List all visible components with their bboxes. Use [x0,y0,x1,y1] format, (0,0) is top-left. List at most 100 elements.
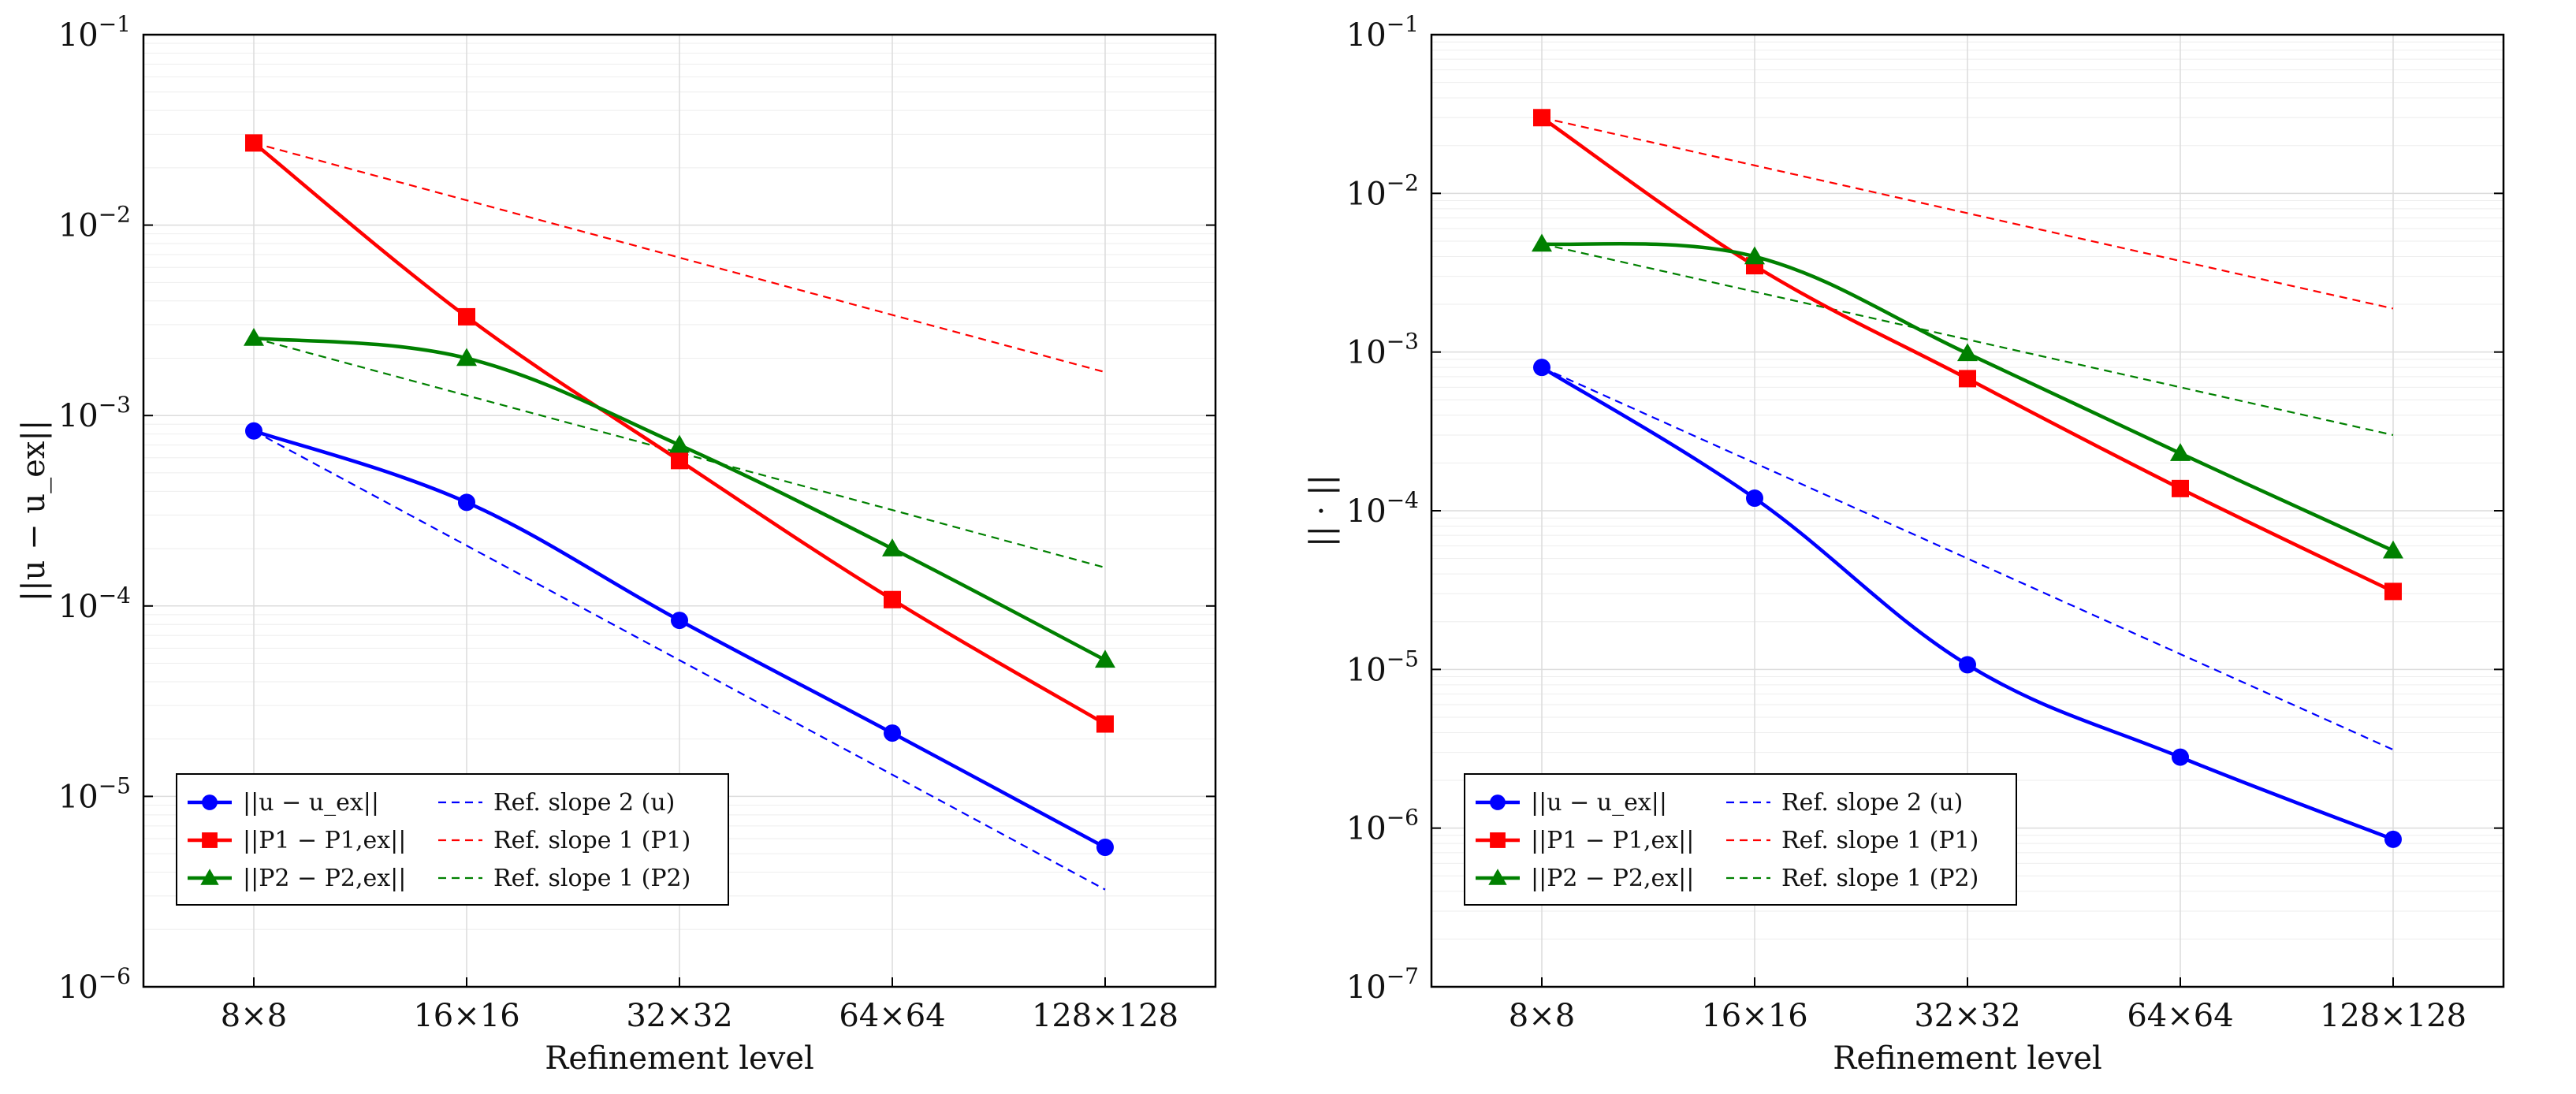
legend-label: ||P1 − P1,ex|| [1531,827,1694,854]
y-tick-label: 10−2 [1346,169,1419,212]
data-point [1490,794,1506,810]
series-1 [1533,109,2402,601]
series-3 [253,430,1106,891]
legend-label: ||P2 − P2,ex|| [243,865,406,892]
data-point [671,612,688,630]
plot-frame [142,33,1217,988]
legend: ||u − u_ex|| Ref. slope 2 (u) ||P1 − P1,ex… [1464,773,2017,906]
series-line-dashed [1541,117,2394,310]
legend-label: Ref. slope 1 (P2) [1781,865,1979,892]
series-2 [244,327,1115,668]
legend-label: ||u − u_ex|| [243,789,379,817]
data-point [245,422,262,440]
y-tick-label: 10−5 [58,772,131,815]
legend-item: Ref. slope 1 (P1) [1726,827,1979,854]
y-tick-label: 10−3 [58,392,131,434]
y-tick-label: 10−6 [1346,805,1419,847]
legend-item: Ref. slope 2 (u) [438,789,675,817]
data-point [882,538,903,556]
legend-item: ||P1 − P1,ex|| [1476,827,1694,854]
legend-label: Ref. slope 1 (P2) [493,865,691,892]
data-point [2172,748,2189,766]
legend-item: Ref. slope 1 (P1) [438,827,691,854]
x-axis-title: Refinement level [1833,1040,2102,1077]
legend-label: Ref. slope 1 (P1) [493,827,691,854]
data-point [671,452,688,470]
data-point [2384,582,2402,601]
y-tick-label: 10−4 [1346,487,1419,530]
x-tick-label: 128×128 [1032,998,1178,1034]
series-line-dashed [1541,367,2394,751]
data-point [1095,649,1115,668]
grid [1431,34,2503,988]
data-point [244,327,264,346]
legend-item: Ref. slope 1 (P2) [438,865,691,892]
plot-frame [1430,33,2505,988]
legend-label: ||P2 − P2,ex|| [1531,865,1694,892]
x-tick-label: 16×16 [1701,998,1807,1034]
data-point [245,134,262,152]
data-point [884,724,901,742]
data-point [200,869,219,885]
data-point [1096,715,1114,733]
data-point [2383,540,2403,559]
x-axis-title: Refinement level [545,1040,814,1077]
x-tick-label: 16×16 [413,998,519,1034]
x-tick-label: 64×64 [2127,998,2233,1034]
series-line-dashed [1541,243,2394,437]
series-1 [245,134,1114,733]
y-tick-label: 10−7 [1346,963,1419,1006]
legend-item: Ref. slope 1 (P2) [1726,865,1979,892]
x-tick-label: 64×64 [839,998,945,1034]
data-point [458,493,475,512]
data-point [1490,832,1506,848]
data-point [1959,370,1976,388]
legend-label: Ref. slope 1 (P1) [1781,827,1979,854]
chart-left-svg: 10−6 10−5 10−4 10−3 10−2 10−1 8×8 16×16 32×32 64×… [16,11,1217,1077]
y-tick-label: 10−5 [1346,646,1419,688]
data-point [1488,869,1507,885]
y-tick-label: 10−3 [1346,329,1419,371]
series-0 [1533,359,2402,848]
series-4 [1541,117,2394,310]
chart-right: 10−7 10−6 10−5 10−4 10−3 10−2 10−1 8×8 16×16 32×3… [1288,0,2576,1091]
x-tick-label: 8×8 [221,998,287,1034]
data-point [2172,479,2189,497]
legend: ||u − u_ex|| Ref. slope 2 (u) ||P1 − P1,ex… [176,773,729,906]
legend-label: ||P1 − P1,ex|| [243,827,406,854]
series-group [244,134,1115,891]
data-point [456,348,477,367]
series-line-dashed [253,430,1106,891]
chart-right-svg: 10−7 10−6 10−5 10−4 10−3 10−2 10−1 8×8 16×16 32×3… [1304,11,2505,1077]
y-axis-title: || · || [1304,474,1340,547]
legend-label: Ref. slope 2 (u) [1781,789,1963,817]
legend-item: ||u − u_ex|| [188,789,379,817]
data-point [2384,830,2402,848]
series-group [1532,109,2403,848]
y-tick-label: 10−1 [58,11,131,54]
data-point [1533,359,1550,377]
x-tick-label: 8×8 [1509,998,1575,1034]
legend-label: ||u − u_ex|| [1531,789,1667,817]
series-3 [1541,367,2394,751]
y-tick-label: 10−2 [58,202,131,244]
legend-item: ||P2 − P2,ex|| [188,865,406,892]
data-point [1957,343,1978,362]
data-point [1096,839,1114,857]
data-point [1533,109,1550,127]
y-tick-label: 10−1 [1346,11,1419,54]
legend-label: Ref. slope 2 (u) [493,789,675,817]
data-point [1744,246,1765,265]
data-point [1532,233,1552,252]
legend-item: ||u − u_ex|| [1476,789,1667,817]
x-tick-label: 32×32 [626,998,732,1034]
data-point [458,307,475,326]
data-point [2170,443,2191,461]
legend-item: Ref. slope 2 (u) [1726,789,1963,817]
series-5 [1541,243,2394,437]
legend-item: ||P2 − P2,ex|| [1476,865,1694,892]
legend-item: ||P1 − P1,ex|| [188,827,406,854]
series-0 [245,422,1114,857]
data-point [1746,489,1763,508]
data-point [669,434,690,453]
